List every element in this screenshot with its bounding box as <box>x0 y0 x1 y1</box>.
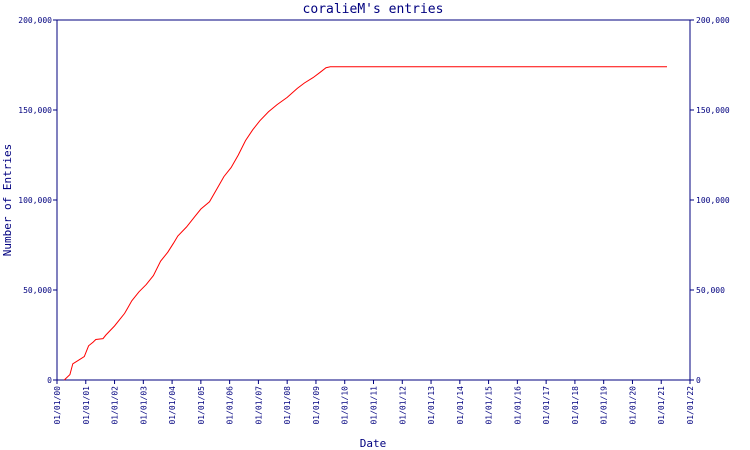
x-tick-label: 01/01/12 <box>398 386 407 425</box>
x-tick-label: 01/01/08 <box>283 386 292 425</box>
x-tick-label: 01/01/17 <box>542 386 551 425</box>
x-tick-label: 01/01/16 <box>513 386 522 425</box>
y-tick-label-right: 200,000 <box>696 16 730 25</box>
x-tick-label: 01/01/10 <box>341 386 350 425</box>
x-tick-label: 01/01/03 <box>139 386 148 425</box>
x-tick-label: 01/01/18 <box>571 386 580 425</box>
x-tick-label: 01/01/09 <box>312 386 321 425</box>
x-tick-label: 01/01/22 <box>686 386 695 425</box>
x-axis: 01/01/00 01/01/01 01/01/02 01/01/03 01/01/04… <box>53 380 695 425</box>
y-tick-label-left: 50,000 <box>23 286 52 295</box>
y-tick-label-left: 100,000 <box>18 196 52 205</box>
x-tick-label: 01/01/06 <box>226 386 235 425</box>
x-tick-label: 01/01/21 <box>657 386 666 425</box>
x-tick-label: 01/01/15 <box>485 386 494 425</box>
y-tick-label-left: 0 <box>47 376 52 385</box>
plot-area-border <box>56 19 691 381</box>
y-tick-label-left: 150,000 <box>18 106 52 115</box>
y-axis-label: Number of Entries <box>1 144 14 257</box>
x-tick-label: 01/01/13 <box>427 386 436 425</box>
x-tick-label: 01/01/04 <box>168 386 177 425</box>
y-tick-label-right: 100,000 <box>696 196 730 205</box>
y-tick-label-right: 150,000 <box>696 106 730 115</box>
y-tick-label-right: 50,000 <box>696 286 725 295</box>
series-line <box>63 66 667 381</box>
x-tick-label: 01/01/19 <box>600 386 609 425</box>
x-tick-label: 01/01/11 <box>370 386 379 425</box>
y-axis-right: 0 50,000 100,000 150,000 200,000 <box>690 16 730 385</box>
y-tick-label-left: 200,000 <box>18 16 52 25</box>
x-tick-label: 01/01/05 <box>197 386 206 425</box>
x-tick-label: 01/01/01 <box>82 386 91 425</box>
x-tick-label: 01/01/02 <box>111 386 120 425</box>
y-tick-label-right: 0 <box>696 376 701 385</box>
y-axis-left: 0 50,000 100,000 150,000 200,000 <box>18 16 57 385</box>
x-tick-label: 01/01/14 <box>456 386 465 425</box>
x-axis-label: Date <box>360 437 387 450</box>
x-tick-label: 01/01/20 <box>628 386 637 425</box>
x-tick-label: 01/01/07 <box>254 386 263 425</box>
x-tick-label: 01/01/00 <box>53 386 62 425</box>
chart-title: coralieM's entries <box>303 2 444 17</box>
